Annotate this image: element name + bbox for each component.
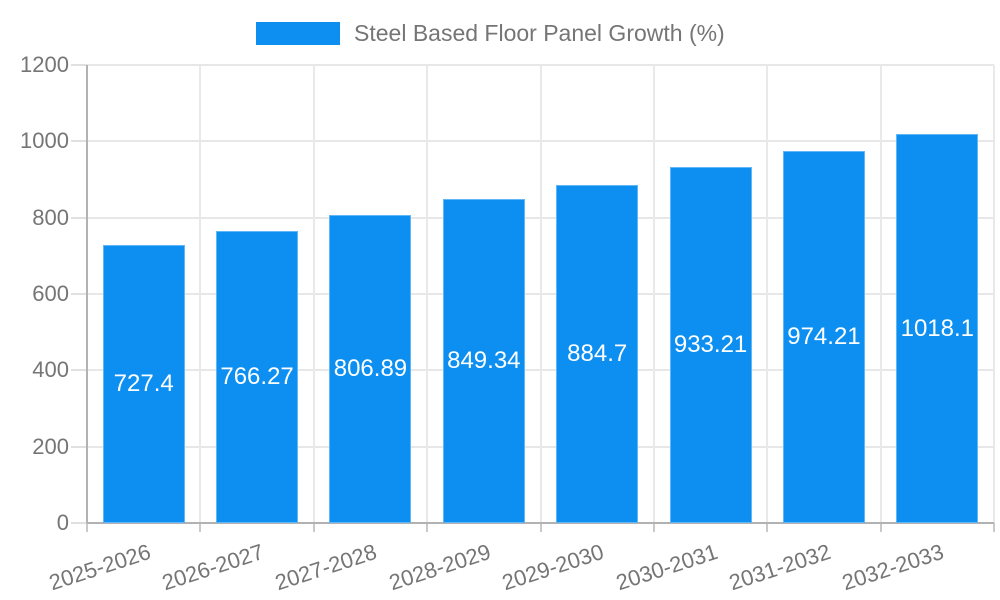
bar-value-label: 933.21 <box>673 330 748 358</box>
y-axis-tick <box>71 64 87 66</box>
y-axis-tick <box>71 445 87 448</box>
x-axis-tick <box>766 523 769 532</box>
x-axis-tick <box>86 523 88 532</box>
x-axis-tick <box>426 523 429 532</box>
x-axis-tick <box>879 523 882 532</box>
bar-2032-2033[interactable] <box>896 134 979 523</box>
y-axis-line <box>86 65 88 523</box>
y-tick-label: 800 <box>32 204 69 230</box>
bar-2031-2032[interactable] <box>782 151 865 523</box>
legend-swatch <box>256 21 340 45</box>
y-tick-label: 1200 <box>20 52 69 77</box>
y-tick-label: 1000 <box>20 128 69 154</box>
gridline-vertical <box>766 65 769 523</box>
bar-value-label: 806.89 <box>333 355 408 383</box>
x-axis-tick <box>652 523 655 532</box>
x-axis-tick <box>993 523 995 532</box>
x-axis-tick <box>539 523 542 532</box>
bar-2030-2031[interactable] <box>669 166 752 523</box>
gridline-vertical <box>993 65 995 523</box>
y-axis-tick <box>71 140 87 143</box>
gridline-vertical <box>879 65 882 523</box>
y-axis-tick <box>71 216 87 219</box>
y-tick-label: 400 <box>32 357 69 383</box>
bar-value-label: 766.27 <box>220 362 294 390</box>
gridline-vertical <box>539 65 542 523</box>
y-tick-label: 0 <box>56 510 69 535</box>
bar-value-label: 849.34 <box>447 346 521 374</box>
bar-value-label: 727.4 <box>113 370 174 398</box>
x-axis-baseline <box>87 522 994 524</box>
x-axis-tick <box>312 523 315 532</box>
bar-value-label: 884.7 <box>567 340 628 368</box>
gridline-vertical <box>426 65 429 523</box>
x-axis-tick <box>199 523 202 532</box>
y-axis-tick <box>71 293 87 295</box>
y-tick-label: 200 <box>32 433 69 459</box>
bar-value-label: 1018.1 <box>900 314 975 342</box>
bar-value-label: 974.21 <box>787 323 861 351</box>
bar-2027-2028[interactable] <box>329 215 412 523</box>
y-axis-tick <box>71 369 87 372</box>
bar-2025-2026[interactable] <box>102 245 185 523</box>
legend-label: Steel Based Floor Panel Growth (%) <box>354 19 725 46</box>
bar-2026-2027[interactable] <box>216 230 299 523</box>
chart-legend[interactable]: Steel Based Floor Panel Growth (%) <box>256 18 725 48</box>
gridline-vertical <box>652 65 655 523</box>
gridline-vertical <box>312 65 315 523</box>
bar-2029-2030[interactable] <box>556 185 639 523</box>
gridline-vertical <box>199 65 202 523</box>
bar-2028-2029[interactable] <box>442 198 525 523</box>
y-tick-label: 600 <box>32 281 69 306</box>
y-axis-tick <box>71 522 87 524</box>
